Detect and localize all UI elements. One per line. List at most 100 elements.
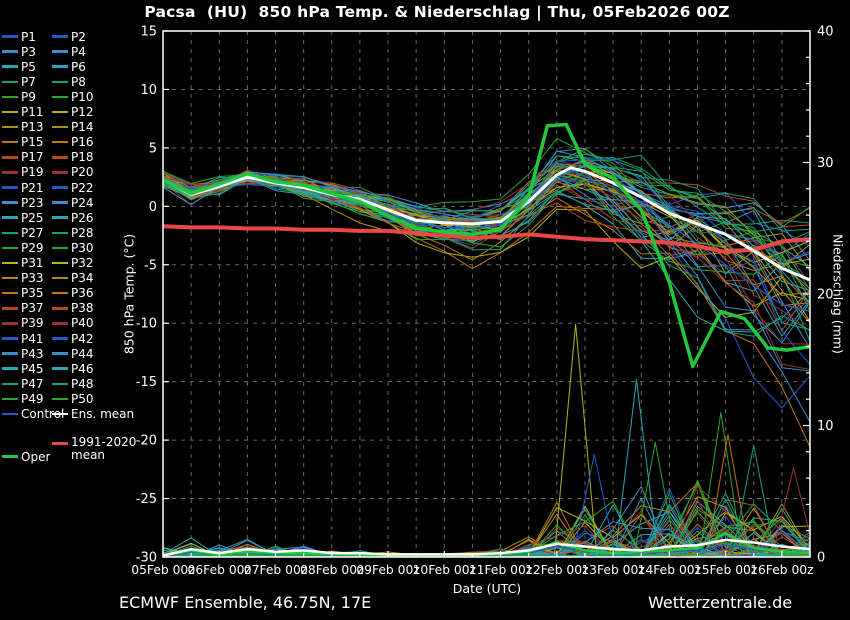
series-climate-mean-temp [163,224,810,254]
legend-item-label: P25 [21,210,44,225]
legend-color-swatch [2,307,18,310]
y-right-tick-label: 10 [817,419,834,434]
legend-item-p8: P8 [52,74,86,89]
legend-item-p12: P12 [52,105,94,120]
legend-item-label: Oper [21,449,51,464]
y-left-tick-label: 15 [140,25,157,40]
legend-item-label: P32 [71,256,94,270]
legend-item-label: P40 [71,316,94,331]
y-left-tick-label: -20 [136,434,157,449]
legend-item-p41: P41 [2,331,44,346]
legend-item-label: P29 [21,240,44,255]
legend-item-label: P16 [71,135,94,150]
legend-item-label: P20 [71,165,94,180]
legend-item-label: Control [21,407,65,421]
precip-spike [706,434,750,555]
legend-item-p39: P39 [2,316,44,331]
legend-item-label: P50 [71,391,94,406]
legend-item-label: P5 [21,59,36,74]
axes-frame [162,30,811,558]
series-oper-temp [163,122,810,369]
legend-color-swatch [52,397,68,401]
legend-item-label: P22 [71,180,94,195]
legend-color-swatch [2,65,18,68]
ensemble-member-temp [163,159,810,366]
legend-item-p28: P28 [52,225,94,240]
legend-item-label: P44 [71,346,94,361]
legend-item-label: P49 [21,391,44,406]
legend-color-swatch [52,367,68,370]
legend-item-label: P3 [21,44,36,59]
legend-item-label: P12 [71,105,94,119]
legend-item-label: P45 [21,361,44,376]
legend-color-swatch [52,140,68,144]
y-left-tick-label: -5 [144,258,157,273]
legend-item-label: P18 [71,150,94,165]
legend-color-swatch [2,367,18,370]
legend-item-p6: P6 [52,59,86,74]
legend-color-swatch [2,156,18,159]
precip-spike [572,453,616,555]
legend-color-swatch [52,35,68,38]
legend-item-ens-mean: Ens. mean [52,407,134,422]
legend-item-label: P7 [21,74,36,89]
y-left-tick-label: 5 [149,141,157,156]
legend-item-p2: P2 [52,29,86,44]
precip-spike [633,442,677,555]
legend-item-label: P13 [21,120,44,135]
y-right-tick-label: 40 [817,25,834,40]
legend-color-swatch [52,352,68,355]
gridlines [163,31,810,557]
legend-color-swatch [2,201,18,204]
legend-item-p25: P25 [2,210,44,225]
legend-color-swatch [52,125,68,129]
legend-item-oper: Oper [2,449,50,464]
legend-color-swatch [2,80,18,84]
legend-item-label: P36 [71,286,94,301]
legend-item-label: P28 [71,225,94,240]
x-tick-label: 10Feb 00z [413,563,476,577]
legend-item-label: P19 [21,165,44,180]
legend-item-p3: P3 [2,44,36,59]
legend-color-swatch [2,337,18,340]
legend-item-p30: P30 [52,240,94,255]
legend-color-swatch [52,110,68,114]
y-left-tick-label: -15 [136,375,157,390]
legend-item-p4: P4 [52,44,86,59]
legend-item-label: P37 [21,301,44,316]
y-right-tick-label: 20 [817,288,834,303]
ensemble-member-temp [163,176,810,337]
legend-item-label: P24 [71,195,94,210]
y-left-tick-label: 10 [140,83,157,98]
legend-color-swatch [52,65,68,68]
legend-color-swatch [2,140,18,144]
legend-color-swatch [52,442,68,445]
precip-spike [772,467,810,555]
x-tick-label: 07Feb 00z [244,563,307,577]
legend-item-label: P33 [21,271,44,286]
legend-color-swatch [2,95,18,99]
legend-item-p48: P48 [52,376,94,391]
legend-item-p16: P16 [52,135,94,150]
series-ens-mean-precip [163,538,810,557]
y-right-axis-label: Niederschlag (mm) [830,234,846,354]
legend-color-swatch [2,261,18,265]
legend-color-swatch [52,382,68,386]
legend-item-p47: P47 [2,376,44,391]
legend-color-swatch [2,412,18,416]
legend-color-swatch [52,412,68,416]
y-right-tick-label: 30 [817,156,834,171]
legend-item-label: P9 [21,89,36,104]
legend-color-swatch [2,35,18,38]
precip-spike [699,411,743,555]
legend-item-p43: P43 [2,346,44,361]
legend-item-p20: P20 [52,165,94,180]
ensemble-legend: P1 P2 P3 P4 P5 P6 P7 P8 P9 P10 P11 P12 P13 P14 P15 P16 P… [0,28,160,468]
legend-item-p42: P42 [52,331,94,346]
legend-item-p29: P29 [2,240,44,255]
legend-item-label: Ens. mean [71,407,135,421]
x-tick-label: 06Feb 00z [188,563,251,577]
legend-color-swatch [2,110,18,114]
legend-item-p33: P33 [2,271,44,286]
